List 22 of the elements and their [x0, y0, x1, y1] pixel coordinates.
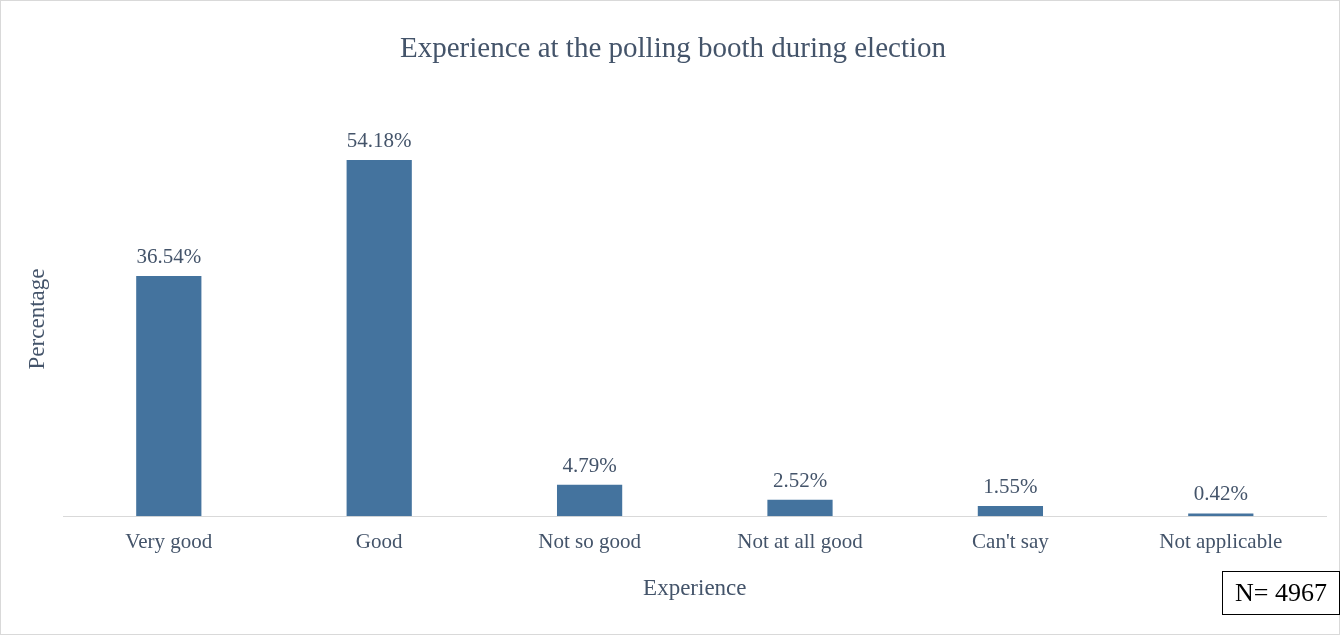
x-tick-label: Not applicable	[1159, 529, 1283, 554]
text: N= 4967	[1222, 571, 1340, 615]
data-label: 0.42%	[1193, 481, 1248, 506]
data-label: 54.18%	[346, 128, 412, 153]
chart-title: Experience at the polling booth during election	[399, 31, 947, 64]
data-label: 4.79%	[562, 452, 617, 477]
bar	[136, 276, 202, 517]
bar	[977, 506, 1044, 517]
data-label: 36.54%	[136, 244, 202, 269]
bar	[556, 484, 623, 517]
y-axis-title: Percentage	[23, 268, 49, 370]
x-axis-title: Experience	[643, 575, 747, 601]
bar	[1188, 513, 1254, 517]
bar	[346, 160, 412, 517]
bar	[767, 499, 833, 517]
x-tick-label: Very good	[125, 529, 213, 554]
x-tick-label: Good	[355, 529, 404, 554]
x-tick-label: Can't say	[972, 529, 1050, 554]
x-tick-label: Not so good	[538, 529, 642, 554]
x-tick-label: Not at all good	[737, 529, 864, 554]
data-label: 1.55%	[983, 474, 1038, 499]
data-label: 2.52%	[772, 467, 828, 492]
